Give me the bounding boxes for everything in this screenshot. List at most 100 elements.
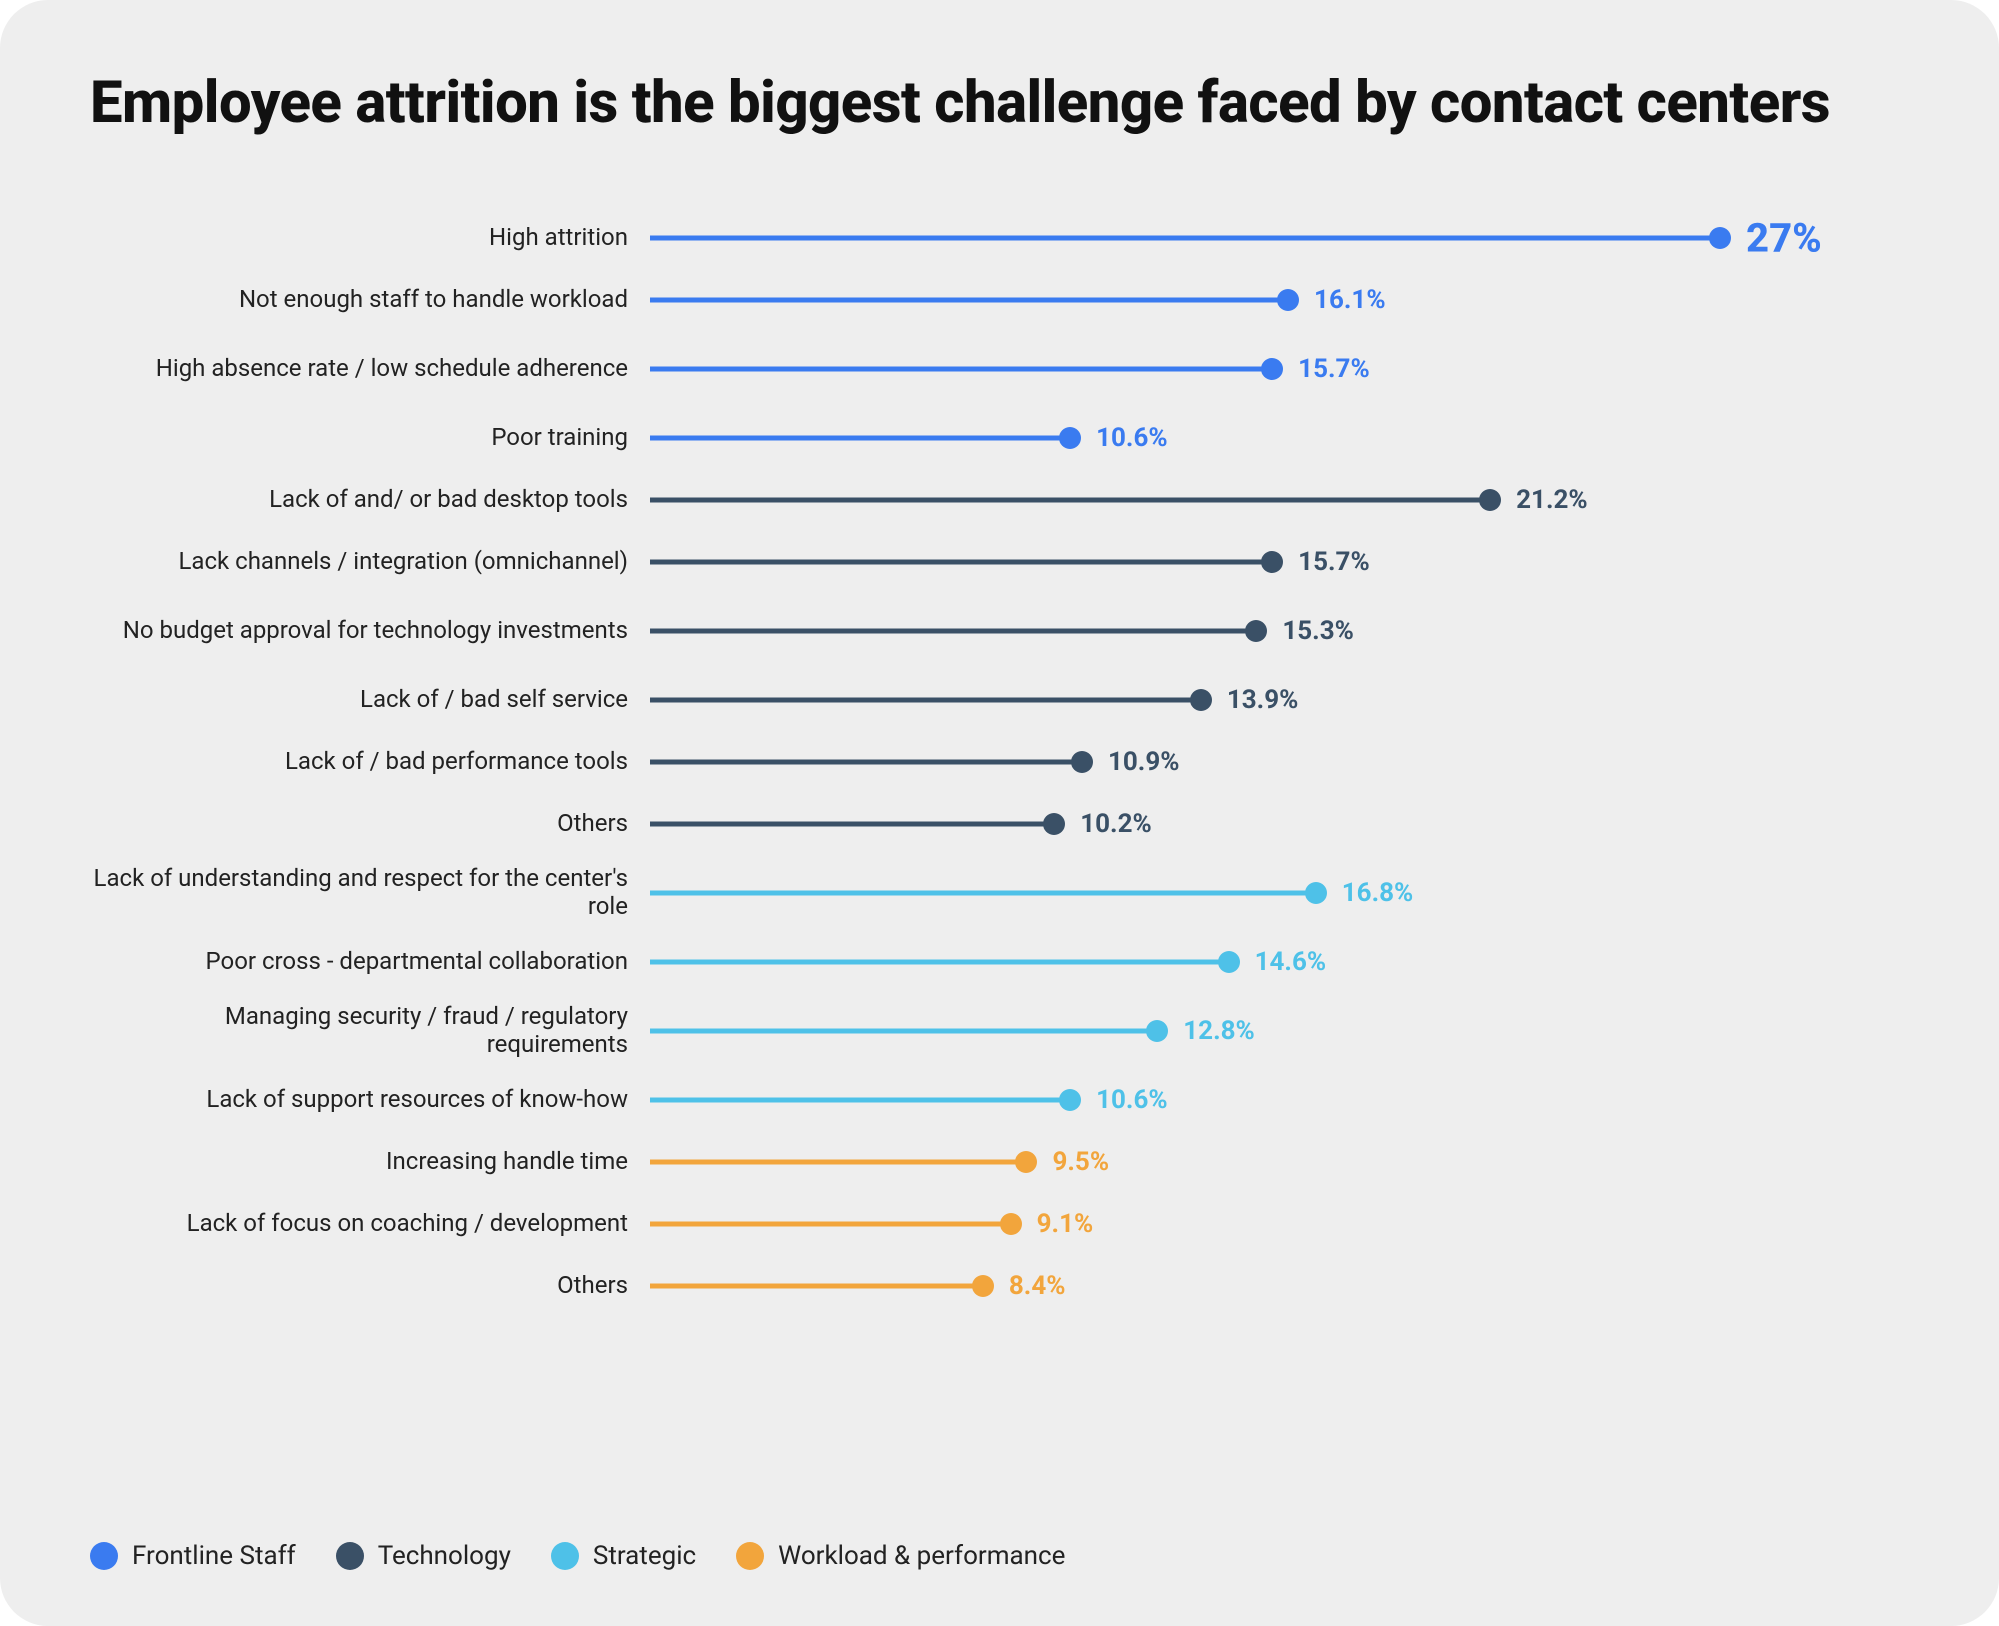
bar [650, 559, 1272, 564]
legend-dot-icon [336, 1542, 364, 1570]
bar-track: 14.6% [650, 931, 1909, 993]
chart-row: Poor cross - departmental collaboration 1… [90, 931, 1909, 993]
bar [650, 1159, 1026, 1164]
bar-dot [1277, 289, 1299, 311]
legend-label: Frontline Staff [132, 1541, 296, 1571]
bar-track: 15.7% [650, 531, 1909, 593]
value-label: 10.6% [1096, 1085, 1168, 1115]
bar-track: 9.1% [650, 1193, 1909, 1255]
chart-row: Lack of and/ or bad desktop tools 21.2% [90, 469, 1909, 531]
legend-label: Workload & performance [778, 1541, 1065, 1571]
value-label: 10.9% [1108, 747, 1180, 777]
bar-track: 10.9% [650, 731, 1909, 793]
legend-item-strategic: Strategic [551, 1541, 696, 1571]
bar [650, 628, 1256, 633]
legend-dot-icon [736, 1542, 764, 1570]
value-label: 13.9% [1227, 685, 1299, 715]
value-label: 15.7% [1298, 547, 1370, 577]
chart-row: No budget approval for technology invest… [90, 593, 1909, 669]
chart-row: Lack of / bad performance tools 10.9% [90, 731, 1909, 793]
legend-dot-icon [90, 1542, 118, 1570]
bar [650, 1097, 1070, 1102]
legend-dot-icon [551, 1542, 579, 1570]
row-label: Managing security / fraud / regulatory r… [90, 1003, 650, 1058]
bar [650, 959, 1229, 964]
bar-track: 15.3% [650, 593, 1909, 669]
chart-row: Others10.2% [90, 793, 1909, 855]
bar [650, 435, 1070, 440]
chart-title: Employee attrition is the biggest challe… [90, 70, 1909, 137]
bar-track: 21.2% [650, 469, 1909, 531]
bar [650, 297, 1288, 302]
value-label: 16.8% [1342, 878, 1414, 908]
row-label: High attrition [90, 224, 650, 252]
bar-dot [1305, 882, 1327, 904]
bar-dot [1059, 427, 1081, 449]
bar-dot [1000, 1213, 1022, 1235]
value-label: 15.7% [1298, 354, 1370, 384]
bar [650, 1283, 983, 1288]
bar-dot [1709, 227, 1731, 249]
row-label: Lack of understanding and respect for th… [90, 865, 650, 920]
bar-track: 16.1% [650, 269, 1909, 331]
row-label: Lack of and/ or bad desktop tools [90, 486, 650, 514]
bar-dot [1218, 951, 1240, 973]
value-label: 14.6% [1255, 947, 1327, 977]
chart-row: Lack channels / integration (omnichannel… [90, 531, 1909, 593]
chart-row: High absence rate / low schedule adheren… [90, 331, 1909, 407]
row-label: Poor cross - departmental collaboration [90, 948, 650, 976]
bar-track: 10.6% [650, 1069, 1909, 1131]
row-label: Poor training [90, 424, 650, 452]
row-label: Lack of / bad self service [90, 686, 650, 714]
bar [650, 366, 1272, 371]
value-label: 10.2% [1080, 809, 1152, 839]
value-label: 21.2% [1516, 485, 1588, 515]
bar-dot [1190, 689, 1212, 711]
bar-dot [1071, 751, 1093, 773]
chart-row: Poor training 10.6% [90, 407, 1909, 469]
bar [650, 697, 1201, 702]
chart-row: Lack of understanding and respect for th… [90, 855, 1909, 931]
bar-dot [972, 1275, 994, 1297]
legend-label: Strategic [593, 1541, 696, 1571]
bar-track: 13.9% [650, 669, 1909, 731]
bar [650, 1028, 1157, 1033]
chart-row: Others8.4% [90, 1255, 1909, 1317]
bar [650, 1221, 1011, 1226]
bar [650, 821, 1054, 826]
legend-item-frontline: Frontline Staff [90, 1541, 296, 1571]
row-label: High absence rate / low schedule adheren… [90, 355, 650, 383]
bar-dot [1479, 489, 1501, 511]
value-label: 10.6% [1096, 423, 1168, 453]
chart-card: Employee attrition is the biggest challe… [0, 0, 1999, 1626]
legend-item-workload: Workload & performance [736, 1541, 1065, 1571]
bar-track: 27% [650, 207, 1909, 269]
row-label: Lack of support resources of know-how [90, 1086, 650, 1114]
chart-row: Lack of support resources of know-how 10.… [90, 1069, 1909, 1131]
bar-dot [1146, 1020, 1168, 1042]
bar-dot [1059, 1089, 1081, 1111]
row-label: Increasing handle time [90, 1148, 650, 1176]
bar-dot [1043, 813, 1065, 835]
bar-dot [1015, 1151, 1037, 1173]
value-label: 27% [1746, 214, 1822, 261]
chart-row: Lack of / bad self service 13.9% [90, 669, 1909, 731]
chart-row: Managing security / fraud / regulatory r… [90, 993, 1909, 1069]
legend-label: Technology [378, 1541, 511, 1571]
row-label: No budget approval for technology invest… [90, 617, 650, 645]
bar-track: 8.4% [650, 1255, 1909, 1317]
value-label: 16.1% [1314, 285, 1386, 315]
bar-track: 10.2% [650, 793, 1909, 855]
bar-dot [1245, 620, 1267, 642]
row-label: Lack channels / integration (omnichannel… [90, 548, 650, 576]
row-label: Lack of focus on coaching / development [90, 1210, 650, 1238]
chart-row: High attrition 27% [90, 207, 1909, 269]
bar-track: 15.7% [650, 331, 1909, 407]
value-label: 12.8% [1183, 1016, 1255, 1046]
row-label: Others [90, 1272, 650, 1300]
bar-dot [1261, 551, 1283, 573]
bar-track: 12.8% [650, 993, 1909, 1069]
row-label: Not enough staff to handle workload [90, 286, 650, 314]
row-label: Lack of / bad performance tools [90, 748, 650, 776]
bar [650, 235, 1720, 240]
